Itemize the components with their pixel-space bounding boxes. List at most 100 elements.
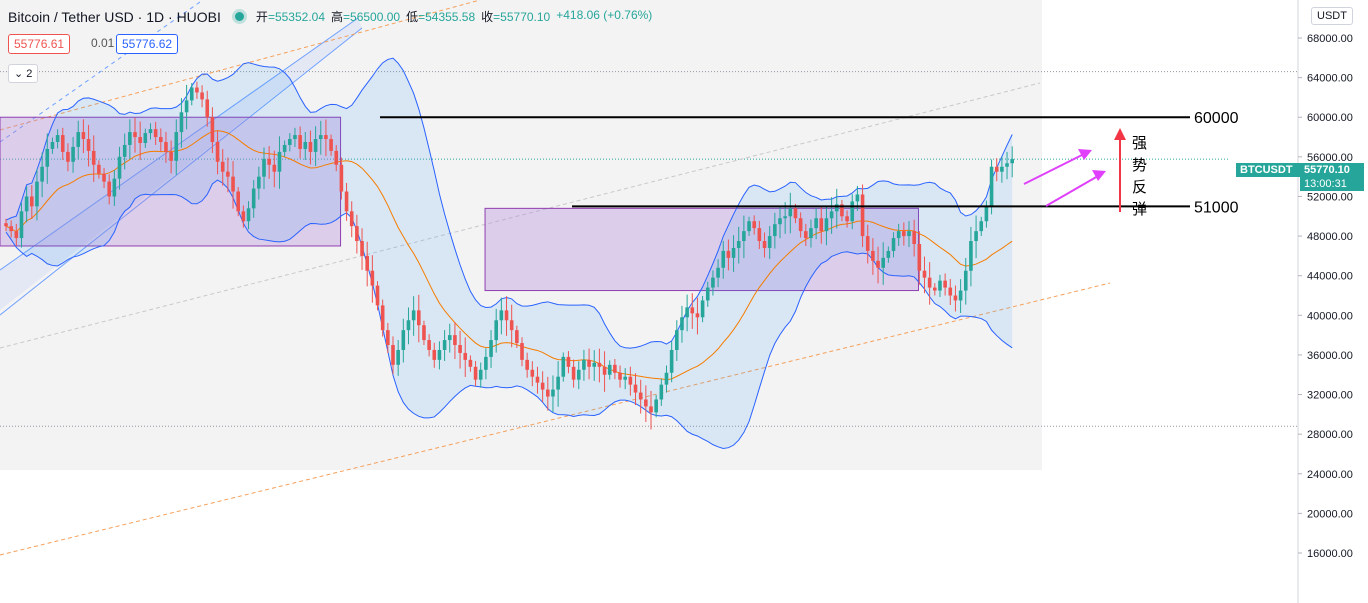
candle-body	[210, 117, 215, 142]
candle-body	[855, 194, 860, 202]
candle-body	[478, 369, 483, 380]
candle-body	[969, 241, 973, 271]
candle-body	[91, 150, 96, 165]
candle-body	[153, 129, 158, 138]
candle-body	[437, 349, 442, 360]
candle-body	[35, 181, 39, 207]
symbol-title[interactable]: Bitcoin / Tether USD · 1D · HUOBI	[8, 8, 221, 25]
candle-body	[607, 364, 612, 375]
candle-body	[411, 310, 416, 321]
candle-body	[45, 148, 50, 167]
candle-body	[169, 151, 173, 161]
candle-body	[128, 132, 132, 145]
candle-body	[293, 135, 297, 140]
candle-body	[344, 191, 349, 212]
candle-body	[705, 287, 710, 301]
candle-body	[690, 307, 695, 314]
candle-body	[4, 223, 8, 227]
candle-body	[329, 139, 333, 151]
candle-body	[375, 285, 380, 306]
candle-body	[50, 141, 55, 149]
candle-body	[515, 330, 519, 344]
candle-body	[246, 208, 251, 222]
candle-body	[912, 231, 916, 244]
candle-body	[783, 216, 787, 219]
candle-body	[716, 267, 720, 278]
market-status-icon	[234, 12, 244, 21]
candle-body	[14, 231, 19, 239]
level-label-60000: 60000	[1194, 110, 1239, 127]
candle-body	[60, 135, 65, 152]
candle-body	[432, 349, 437, 360]
candle-body	[97, 164, 101, 174]
candle-body	[251, 188, 256, 209]
candle-body	[860, 194, 865, 237]
candle-body	[675, 330, 679, 350]
moving-average	[5, 130, 1013, 381]
bollinger-lower	[5, 179, 1013, 450]
candle-body	[829, 211, 834, 219]
candle-body	[669, 349, 674, 373]
candle-body	[1010, 159, 1014, 164]
candle-body	[927, 277, 932, 288]
candle-body	[680, 317, 684, 331]
candle-body	[349, 211, 354, 227]
y-tick-label: 28000.00	[1307, 429, 1353, 441]
buy-button[interactable]: 55776.62	[116, 34, 179, 54]
rebound-text-char: 弹	[1132, 201, 1147, 218]
candle-body	[30, 196, 34, 207]
indicator-count: 2	[26, 68, 33, 80]
candle-body	[282, 144, 287, 152]
channel-fill	[0, 18, 362, 310]
candle-body	[881, 257, 885, 268]
candle-body	[189, 87, 194, 101]
candle-body	[695, 313, 700, 318]
candle-body	[984, 206, 989, 222]
candle-body	[81, 132, 86, 140]
candle-body	[793, 208, 798, 219]
candle-body	[566, 356, 571, 367]
candle-body	[220, 161, 225, 172]
candle-body	[974, 231, 978, 242]
y-tick-label: 32000.00	[1307, 390, 1353, 402]
candle-body	[417, 310, 421, 326]
candle-body	[195, 87, 199, 93]
candle-body	[602, 366, 607, 375]
candle-body	[876, 260, 880, 268]
currency-button[interactable]: USDT	[1311, 7, 1353, 25]
candle-body	[422, 325, 426, 341]
wedge-arrowhead-lower	[1092, 170, 1106, 181]
candle-body	[628, 376, 633, 385]
candle-body	[499, 310, 504, 321]
candle-body	[463, 352, 468, 360]
candle-body	[814, 218, 818, 229]
y-tick-label: 56000.00	[1307, 152, 1353, 164]
candle-body	[576, 369, 581, 380]
candle-body	[148, 129, 153, 134]
sell-button[interactable]: 55776.61	[8, 34, 71, 54]
candle-body	[546, 389, 550, 397]
candle-body	[618, 372, 622, 380]
low-label: 低	[406, 10, 419, 24]
candle-body	[540, 382, 545, 390]
candle-body	[757, 228, 762, 242]
candle-body	[979, 221, 984, 232]
candle-body	[360, 241, 364, 256]
candle-body	[721, 250, 726, 268]
wedge-arrowhead-upper	[1078, 149, 1092, 160]
spread-value: 0.01	[91, 36, 115, 50]
indicator-collapse-button[interactable]: ⌄ 2	[8, 64, 39, 83]
candle-body	[638, 392, 643, 400]
candle-body	[1005, 163, 1009, 167]
y-tick-label: 40000.00	[1307, 310, 1353, 322]
candle-body	[654, 399, 658, 413]
candle-body	[561, 356, 566, 377]
candle-body	[9, 226, 13, 232]
candle-body	[401, 330, 406, 350]
channel-line-lower	[0, 27, 363, 316]
wedge-arrow-lower	[1045, 175, 1099, 207]
rebound-text-char: 强	[1132, 135, 1147, 152]
candle-body	[24, 196, 29, 212]
candle-body	[953, 295, 958, 301]
